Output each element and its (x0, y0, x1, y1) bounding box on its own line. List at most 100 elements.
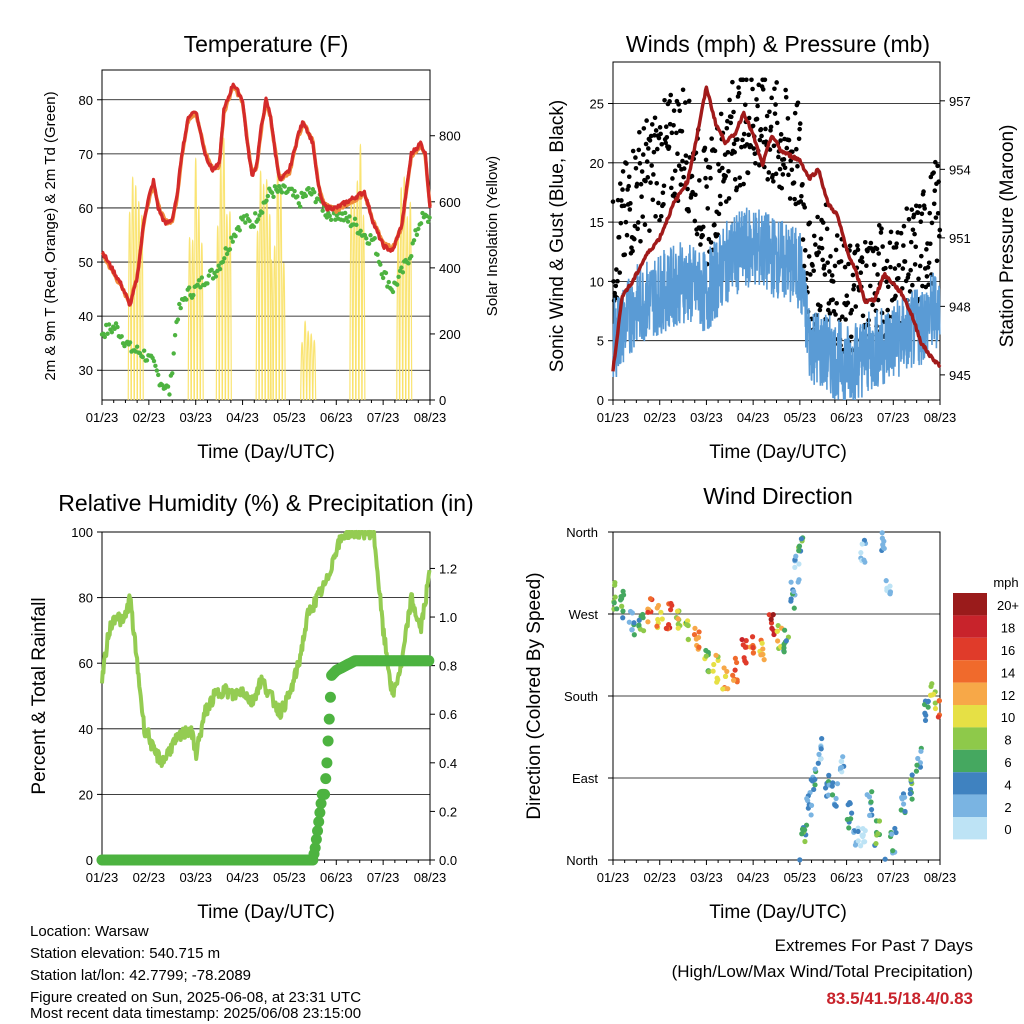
direction-point (908, 777, 914, 783)
dewpoint-point (171, 351, 176, 356)
direction-point (722, 673, 729, 679)
gust-point (693, 192, 698, 198)
gust-point (705, 206, 711, 211)
solar-insolation-day-curve (261, 183, 266, 401)
direction-point (611, 600, 617, 606)
direction-point (766, 612, 772, 618)
dewpoint-point (264, 198, 269, 203)
gust-point (621, 203, 627, 209)
wind-direction-x-tick-label: 06/23 (830, 870, 863, 885)
direction-point (631, 632, 637, 638)
direction-point (781, 645, 787, 651)
gust-point (927, 241, 933, 247)
direction-point (796, 577, 802, 583)
humidity-x-tick-label: 07/23 (367, 870, 400, 885)
gust-point (718, 111, 724, 117)
dewpoint-point (140, 354, 145, 360)
winds-x-tick-label: 05/23 (784, 410, 817, 425)
direction-point (879, 530, 885, 536)
dewpoint-point (144, 358, 150, 363)
direction-point (922, 710, 928, 716)
gust-point (640, 214, 646, 219)
rainfall-point (310, 833, 322, 845)
gust-point (647, 138, 653, 143)
direction-point (793, 553, 799, 559)
direction-point (887, 583, 893, 589)
solar-insolation-day-curve (187, 237, 192, 401)
gust-point (929, 220, 935, 226)
direction-point (675, 616, 681, 622)
winds-x-tick-label: 03/23 (690, 410, 723, 425)
direction-points (611, 530, 943, 863)
gust-point (708, 175, 713, 181)
gust-point (921, 189, 926, 194)
direction-point (879, 535, 885, 541)
gust-point (676, 163, 682, 169)
gust-point (686, 98, 692, 104)
direction-point (847, 800, 853, 807)
direction-point (918, 748, 924, 754)
gust-point (884, 279, 889, 285)
direction-point (861, 557, 867, 563)
gust-point (937, 227, 943, 233)
gust-point (904, 206, 910, 211)
gust-point (934, 258, 940, 264)
gust-point (868, 240, 874, 246)
gust-point (720, 165, 725, 171)
direction-point (914, 762, 920, 768)
dewpoint-point (244, 213, 249, 218)
dewpoint-point (213, 274, 219, 279)
direction-point (840, 754, 846, 760)
dewpoint-point (141, 348, 147, 353)
direction-point (838, 758, 845, 764)
gust-point (624, 232, 630, 238)
gust-point (860, 259, 865, 265)
winds-title: Winds (mph) & Pressure (mb) (626, 31, 930, 57)
gust-point (643, 141, 649, 147)
gust-point (617, 181, 623, 186)
gust-point (936, 233, 942, 239)
direction-point (915, 755, 921, 762)
gust-point (931, 201, 937, 207)
solar-insolation-day-curve (190, 239, 195, 401)
gust-point (797, 126, 802, 132)
relative-humidity-line (100, 530, 432, 768)
direction-point (749, 634, 756, 640)
gust-point (888, 264, 893, 270)
direction-point (829, 783, 835, 789)
gust-point (885, 284, 891, 290)
dewpoint-point (378, 262, 383, 267)
gust-point (765, 177, 771, 182)
gust-point (782, 165, 788, 171)
solar-insolation-day-curve (221, 137, 226, 401)
direction-point (782, 627, 788, 633)
gust-point (808, 272, 813, 277)
dewpoint-point (364, 236, 369, 241)
speed-legend-swatch (953, 637, 987, 661)
gust-point (918, 219, 924, 224)
speed-legend-label: 4 (1004, 777, 1011, 792)
solar-insolation-day-curve (303, 320, 308, 401)
gust-point (915, 210, 921, 215)
gust-point (632, 236, 637, 242)
dewpoint-point (347, 214, 352, 219)
solar-insolation-day-curve (139, 214, 144, 401)
gust-point (760, 87, 766, 92)
dewpoint-point (205, 281, 210, 286)
direction-point (796, 561, 802, 567)
direction-point (647, 596, 654, 602)
gust-point (635, 226, 640, 232)
gust-point (641, 126, 647, 131)
gust-point (638, 238, 643, 244)
gust-point (771, 179, 776, 184)
gust-point (734, 185, 740, 190)
gust-point (907, 289, 913, 294)
direction-point (675, 625, 681, 631)
humidity-y-right-tick-label: 0.8 (439, 659, 457, 674)
gust-point (802, 248, 808, 253)
gust-point (684, 160, 689, 165)
direction-point (629, 610, 635, 616)
dewpoint-point (160, 382, 165, 388)
gust-point (860, 313, 866, 319)
speed-legend-label: 8 (1004, 733, 1011, 748)
